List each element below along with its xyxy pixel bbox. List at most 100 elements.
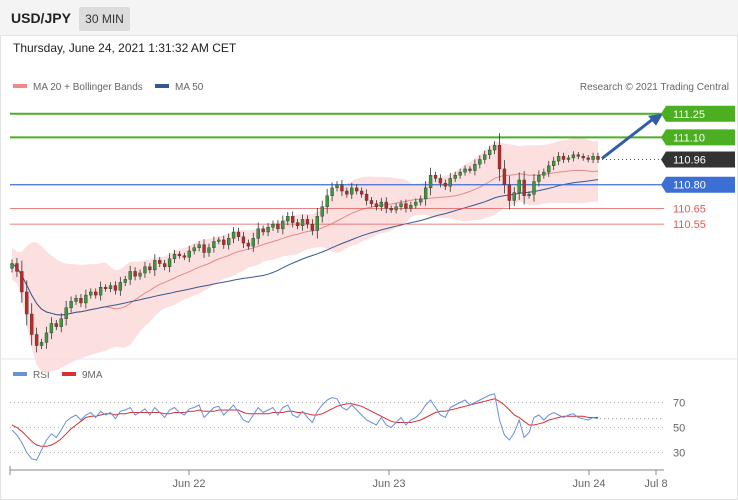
candle: [153, 254, 157, 277]
candle: [355, 184, 359, 195]
candle: [182, 252, 187, 261]
candle: [576, 151, 580, 160]
candle-body: [399, 203, 403, 207]
chart-datetime: Thursday, June 24, 2021 1:31:32 AM CET: [13, 41, 237, 55]
candle-body: [113, 285, 118, 291]
candle: [143, 261, 147, 278]
candle-body: [596, 156, 600, 160]
candle: [251, 232, 255, 252]
candle-body: [394, 206, 398, 211]
candle: [118, 276, 123, 296]
candle: [335, 181, 339, 192]
candle-body: [59, 318, 63, 327]
rsi-grid: 70 50 30: [10, 398, 685, 460]
candle-body: [158, 260, 162, 264]
candle: [20, 260, 24, 303]
candle-body: [138, 272, 142, 277]
candle-body: [207, 247, 211, 253]
candle-body: [423, 187, 428, 200]
candle-body: [231, 231, 236, 239]
candle-body: [507, 184, 512, 201]
candle: [158, 256, 162, 268]
candle-body: [286, 216, 290, 222]
candle: [64, 300, 68, 326]
candle-body: [591, 156, 595, 160]
candle: [497, 133, 502, 182]
x-tick-label: Jul 8: [644, 478, 667, 490]
arrow-shaft: [601, 118, 653, 160]
ma20-line: [11, 169, 599, 316]
candle-body: [463, 168, 467, 173]
candle-body: [118, 282, 123, 291]
rsi-level-label-30: 30: [673, 448, 685, 460]
candle: [330, 182, 334, 202]
candle-body: [374, 203, 379, 207]
candle: [103, 284, 108, 292]
candle-body: [389, 208, 393, 211]
candle: [25, 280, 29, 326]
candle: [207, 243, 211, 257]
candle: [295, 219, 300, 230]
projection-arrow: [601, 113, 663, 160]
candle-body: [305, 219, 310, 225]
candle: [261, 225, 265, 236]
candle: [473, 159, 477, 176]
candle: [108, 282, 113, 293]
candle-body: [241, 236, 246, 244]
candle-body: [79, 298, 83, 304]
candle-body: [527, 193, 531, 196]
candle-body: [39, 342, 44, 346]
candle-body: [172, 253, 177, 260]
price-tag-110-65: 110.65: [673, 203, 706, 215]
candle-body: [359, 190, 364, 195]
candle: [54, 319, 58, 331]
price-tag-110-96: 110.96: [661, 151, 735, 168]
legend-swatch-rsi: [13, 372, 27, 376]
candle: [571, 151, 576, 162]
legend-label-9ma: 9MA: [82, 370, 103, 381]
candle-body: [586, 157, 590, 160]
candle: [226, 233, 231, 250]
candle: [433, 171, 438, 182]
candle-body: [276, 223, 280, 230]
candle-body: [561, 156, 566, 160]
candle-body: [497, 145, 502, 170]
candle-body: [468, 168, 472, 171]
candle-body: [364, 193, 369, 201]
candle: [596, 152, 600, 164]
candle: [246, 239, 251, 250]
candle: [84, 289, 88, 309]
candle: [350, 183, 354, 200]
candle: [271, 220, 275, 231]
candle: [212, 236, 216, 253]
candle-body: [522, 179, 526, 196]
price-tag-label: 110.80: [673, 180, 706, 192]
candle-body: [315, 216, 319, 231]
candle-body: [537, 175, 541, 182]
candle: [487, 145, 492, 159]
candle: [217, 237, 221, 245]
candle-body: [64, 307, 68, 319]
candle-body: [478, 159, 482, 165]
candle-body: [502, 168, 507, 185]
candle-body: [197, 244, 201, 248]
candle-body: [300, 219, 305, 226]
candle-body: [414, 201, 418, 206]
bollinger-band-area: [12, 137, 598, 373]
candle: [517, 172, 521, 201]
candle: [276, 219, 280, 234]
candle: [566, 155, 571, 163]
price-tag-shape: [661, 129, 735, 146]
price-levels: [10, 112, 664, 225]
candle: [369, 196, 374, 208]
moving-averages: [11, 169, 599, 316]
candle-body: [576, 154, 580, 157]
candle: [561, 152, 566, 164]
timeframe-button[interactable]: 30 MIN: [79, 7, 130, 31]
candle-body: [330, 187, 334, 196]
candle: [167, 253, 172, 273]
candle: [59, 313, 63, 333]
watermark: Research © 2021 Trading Central: [580, 82, 729, 93]
candle-body: [236, 231, 241, 237]
